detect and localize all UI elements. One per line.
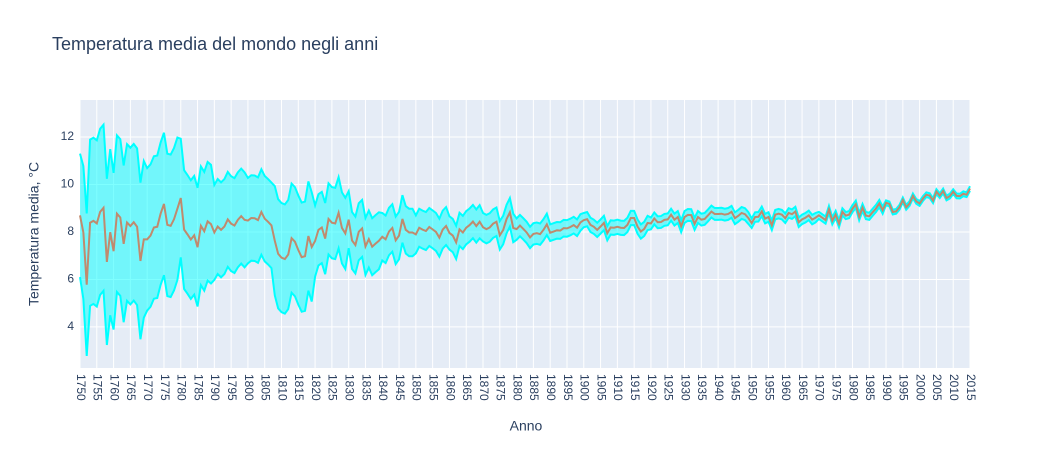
x-tick-label: 1905 bbox=[594, 374, 608, 401]
x-tick-label: 1990 bbox=[880, 374, 894, 401]
x-tick-label: 1935 bbox=[695, 374, 709, 401]
x-tick-label: 1825 bbox=[326, 374, 340, 401]
y-tick-label: 10 bbox=[61, 177, 75, 191]
x-tick-label: 1755 bbox=[91, 374, 105, 401]
x-tick-label: 1880 bbox=[510, 374, 524, 401]
x-tick-label: 1970 bbox=[813, 374, 827, 401]
x-tick-label: 1810 bbox=[275, 374, 289, 401]
x-tick-label: 1870 bbox=[477, 374, 491, 401]
x-tick-label: 1820 bbox=[309, 374, 323, 401]
x-tick-label: 1795 bbox=[225, 374, 239, 401]
x-tick-label: 1780 bbox=[175, 374, 189, 401]
x-tick-label: 1805 bbox=[259, 374, 273, 401]
x-tick-label: 1760 bbox=[107, 374, 121, 401]
x-tick-label: 1945 bbox=[729, 374, 743, 401]
x-tick-label: 1860 bbox=[443, 374, 457, 401]
x-tick-label: 1975 bbox=[829, 374, 843, 401]
x-tick-label: 1985 bbox=[863, 374, 877, 401]
x-tick-label: 1840 bbox=[376, 374, 390, 401]
x-tick-label: 1890 bbox=[544, 374, 558, 401]
x-tick-label: 1775 bbox=[158, 374, 172, 401]
y-tick-label: 4 bbox=[67, 319, 74, 333]
upper-line bbox=[79, 122, 971, 229]
x-tick-label: 1765 bbox=[124, 374, 138, 401]
x-tick-label: 1850 bbox=[410, 374, 424, 401]
x-tick-label: 1800 bbox=[242, 374, 256, 401]
y-tick-label: 8 bbox=[67, 224, 74, 238]
y-tick-label: 6 bbox=[67, 272, 74, 286]
y-axis-title: Temperatura media, °C bbox=[26, 162, 42, 306]
x-tick-label: 1915 bbox=[628, 374, 642, 401]
x-tick-label: 1965 bbox=[796, 374, 810, 401]
x-tick-label: 1950 bbox=[746, 374, 760, 401]
x-tick-label: 1930 bbox=[678, 374, 692, 401]
x-tick-label: 2010 bbox=[947, 374, 961, 401]
x-tick-label: 1925 bbox=[662, 374, 676, 401]
x-tick-label: 1790 bbox=[208, 374, 222, 401]
x-tick-label: 1885 bbox=[527, 374, 541, 401]
x-tick-label: 1980 bbox=[846, 374, 860, 401]
x-axis-title: Anno bbox=[510, 418, 543, 434]
x-tick-label: 1895 bbox=[561, 374, 575, 401]
x-tick-label: 1955 bbox=[762, 374, 776, 401]
x-tick-label: 1900 bbox=[578, 374, 592, 401]
x-tick-label: 1845 bbox=[393, 374, 407, 401]
y-tick-label: 12 bbox=[61, 129, 75, 143]
x-tick-label: 1875 bbox=[494, 374, 508, 401]
x-tick-label: 2015 bbox=[964, 374, 978, 401]
lower-line bbox=[79, 190, 971, 356]
x-tick-label: 1995 bbox=[897, 374, 911, 401]
marks bbox=[79, 122, 971, 356]
x-tick-label: 1940 bbox=[712, 374, 726, 401]
x-tick-label: 1785 bbox=[191, 374, 205, 401]
mean-line bbox=[79, 188, 971, 285]
x-tick-label: 1770 bbox=[141, 374, 155, 401]
x-tick-label: 1830 bbox=[343, 374, 357, 401]
chart-title: Temperatura media del mondo negli anni bbox=[52, 34, 378, 54]
x-tick-label: 1855 bbox=[426, 374, 440, 401]
x-tick-label: 1835 bbox=[359, 374, 373, 401]
x-tick-label: 1865 bbox=[460, 374, 474, 401]
x-tick-label: 1815 bbox=[292, 374, 306, 401]
x-tick-label: 1920 bbox=[645, 374, 659, 401]
x-tick-label: 1910 bbox=[611, 374, 625, 401]
x-tick-label: 2005 bbox=[930, 374, 944, 401]
x-tick-label: 1750 bbox=[74, 374, 88, 401]
x-tick-label: 1960 bbox=[779, 374, 793, 401]
x-tick-label: 2000 bbox=[913, 374, 927, 401]
